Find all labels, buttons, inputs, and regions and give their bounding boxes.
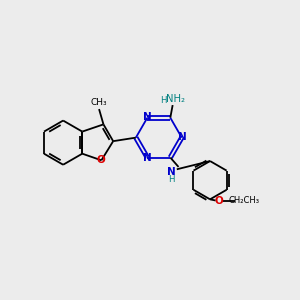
Text: CH₃: CH₃ <box>91 98 107 107</box>
Text: H: H <box>160 96 167 105</box>
Text: CH₂CH₃: CH₂CH₃ <box>228 196 260 205</box>
Text: N: N <box>143 153 152 164</box>
Text: O: O <box>97 155 106 165</box>
Text: O: O <box>214 196 223 206</box>
Text: N: N <box>178 132 187 142</box>
Text: H: H <box>169 175 175 184</box>
Text: N: N <box>143 112 152 122</box>
Text: NH₂: NH₂ <box>166 94 185 104</box>
Text: N: N <box>167 167 176 177</box>
